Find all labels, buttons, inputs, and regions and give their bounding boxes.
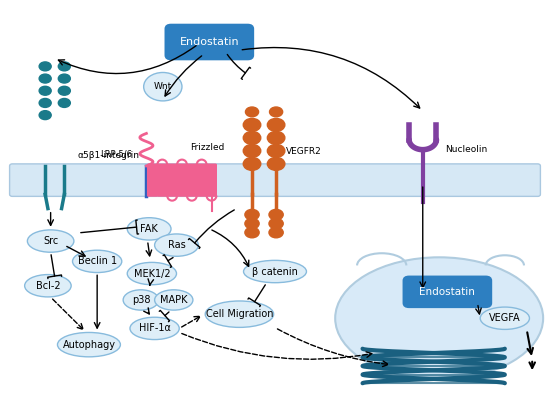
Text: Endostatin: Endostatin (420, 287, 475, 297)
FancyBboxPatch shape (147, 164, 158, 197)
Ellipse shape (58, 333, 120, 357)
Circle shape (39, 62, 51, 71)
Text: HIF-1α: HIF-1α (139, 324, 170, 333)
Text: Endostatin: Endostatin (179, 37, 239, 47)
Text: VEGFR2: VEGFR2 (286, 147, 322, 156)
Circle shape (243, 118, 261, 131)
Circle shape (269, 227, 283, 238)
Circle shape (245, 107, 258, 117)
Circle shape (58, 74, 70, 83)
Text: Wnt: Wnt (153, 82, 172, 91)
Circle shape (39, 86, 51, 95)
Circle shape (267, 157, 285, 171)
Ellipse shape (28, 230, 74, 252)
FancyBboxPatch shape (196, 164, 207, 197)
Text: VEGFA: VEGFA (489, 313, 521, 323)
Text: α5β1-integrin: α5β1-integrin (78, 151, 140, 160)
Circle shape (267, 118, 285, 131)
Text: Autophagy: Autophagy (63, 339, 116, 350)
Ellipse shape (127, 263, 177, 285)
Circle shape (58, 99, 70, 108)
Circle shape (269, 209, 283, 220)
FancyBboxPatch shape (166, 25, 253, 59)
Text: LRP-5/6: LRP-5/6 (100, 149, 133, 158)
Text: MEK1/2: MEK1/2 (134, 269, 170, 279)
Text: MAPK: MAPK (160, 295, 188, 305)
Ellipse shape (155, 290, 193, 310)
Circle shape (39, 99, 51, 108)
Text: p38: p38 (131, 295, 150, 305)
Ellipse shape (335, 257, 543, 379)
Text: Cell Migration: Cell Migration (206, 309, 273, 319)
Ellipse shape (244, 261, 306, 283)
Circle shape (267, 131, 285, 144)
Circle shape (243, 157, 261, 171)
Text: FAK: FAK (140, 224, 158, 234)
Circle shape (39, 74, 51, 83)
FancyBboxPatch shape (177, 164, 188, 197)
FancyBboxPatch shape (206, 164, 217, 197)
FancyBboxPatch shape (167, 164, 178, 197)
Circle shape (39, 111, 51, 119)
Ellipse shape (205, 301, 274, 327)
Text: β catenin: β catenin (252, 267, 298, 276)
Circle shape (267, 144, 285, 157)
Circle shape (58, 86, 70, 95)
Ellipse shape (123, 290, 159, 310)
Ellipse shape (480, 307, 530, 329)
Ellipse shape (155, 234, 199, 256)
Text: Nucleolin: Nucleolin (444, 145, 487, 154)
Circle shape (269, 218, 283, 229)
Ellipse shape (127, 218, 171, 240)
Circle shape (144, 72, 182, 101)
Text: Bcl-2: Bcl-2 (36, 281, 60, 291)
FancyBboxPatch shape (404, 276, 491, 307)
Text: Src: Src (43, 236, 58, 246)
Ellipse shape (73, 250, 122, 272)
Circle shape (245, 227, 259, 238)
FancyBboxPatch shape (9, 164, 541, 196)
Ellipse shape (130, 317, 179, 339)
Circle shape (245, 218, 259, 229)
Text: Beclin 1: Beclin 1 (78, 256, 117, 266)
Circle shape (243, 144, 261, 157)
Text: Frizzled: Frizzled (190, 143, 224, 152)
FancyBboxPatch shape (186, 164, 197, 197)
Ellipse shape (25, 274, 71, 297)
Circle shape (58, 62, 70, 71)
Text: Ras: Ras (168, 240, 185, 250)
Circle shape (270, 107, 283, 117)
FancyBboxPatch shape (157, 164, 168, 197)
Circle shape (243, 131, 261, 144)
Circle shape (245, 209, 259, 220)
